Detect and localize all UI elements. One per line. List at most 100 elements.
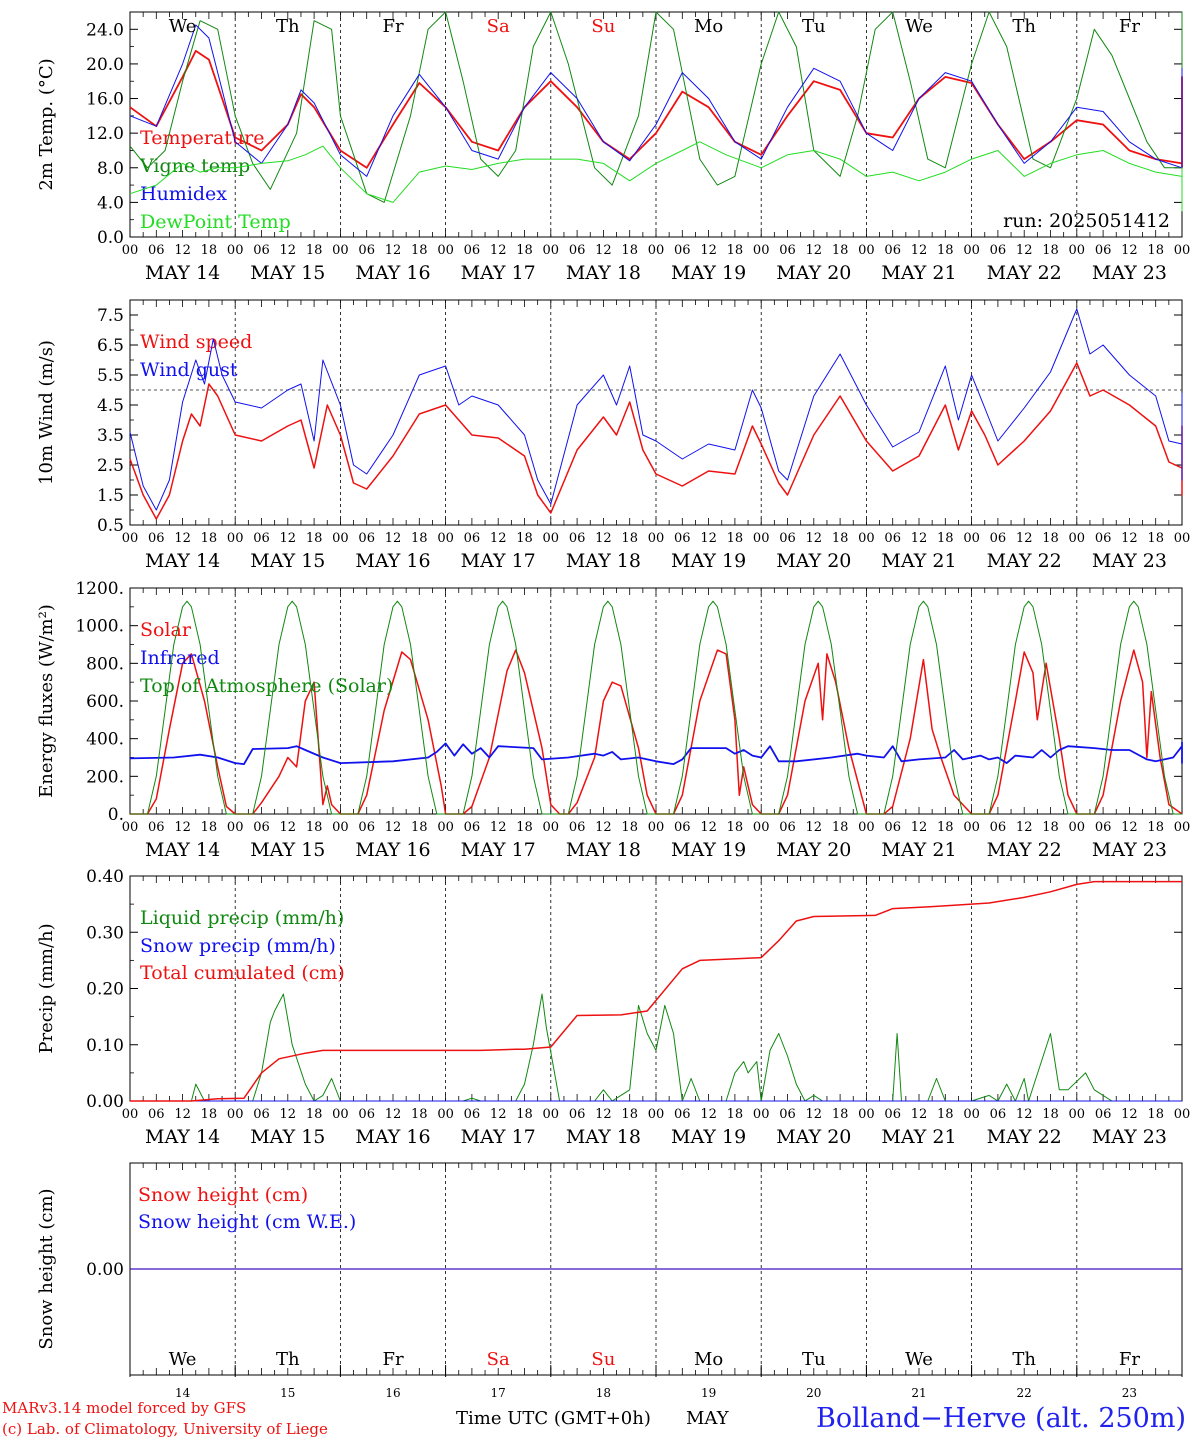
hour-tick-label: 06 [569,1107,586,1122]
hour-tick-label: 06 [990,820,1007,835]
hour-tick-label: 06 [464,820,481,835]
day-name: We [905,1349,933,1370]
hour-tick-label: 12 [174,1107,191,1122]
hour-tick-label: 12 [1121,531,1138,546]
hour-tick-label: 18 [727,243,744,258]
lab-credit: (c) Lab. of Climatology, University of L… [2,1420,328,1438]
hour-tick-label: 18 [832,1107,849,1122]
panel-1: 0.04.08.012.016.020.024.02m Temp. (°C) Te… [36,11,1190,284]
hour-tick-label: 06 [358,243,375,258]
hour-tick-label: 12 [490,531,507,546]
hour-tick-label: 06 [253,1107,270,1122]
hour-tick-label: 18 [621,820,638,835]
y-tick-label: 2.5 [97,456,124,476]
hour-tick-label: 00 [858,1107,875,1122]
hour-tick-label: 06 [253,531,270,546]
date-label: MAY 15 [250,839,325,861]
date-label: MAY 17 [461,550,536,572]
hour-tick-label: 18 [201,820,218,835]
hour-tick-label: 00 [858,243,875,258]
date-label: MAY 19 [671,839,746,861]
hour-tick-label: 18 [1042,531,1059,546]
hour-tick-label: 00 [648,1107,665,1122]
hour-tick-label: 00 [858,820,875,835]
hour-tick-label: 06 [148,1107,165,1122]
hour-tick-label: 00 [122,243,139,258]
hour-tick-label: 06 [1095,820,1112,835]
hour-tick-label: 12 [385,820,402,835]
series-line-vigne-temp [129,11,1183,203]
hour-tick-label: 00 [227,820,244,835]
hour-tick-label: 12 [280,1107,297,1122]
series-line-top-of-atmosphere-solar- [130,600,1182,815]
hour-tick-label: 06 [464,1107,481,1122]
hour-tick-label: 00 [437,531,454,546]
hour-tick-label: 12 [174,820,191,835]
hour-tick-label: 12 [911,243,928,258]
hour-tick-label: 00 [1174,820,1191,835]
hour-tick-label: 18 [411,243,428,258]
day-name: Tu [802,1349,826,1370]
date-label: MAY 18 [566,262,641,284]
y-tick-label: 12.0 [86,124,124,144]
legend-entry: Total cumulated (cm) [140,962,345,984]
hour-tick-label: 00 [332,243,349,258]
date-label: MAY 17 [461,262,536,284]
hour-tick-label: 06 [884,820,901,835]
time-axis-label: Time UTC (GMT+0h) [456,1408,651,1429]
hour-tick-label: 00 [963,1107,980,1122]
hour-tick-label: 18 [411,1107,428,1122]
hour-tick-label: 12 [806,820,823,835]
day-number: 18 [596,1386,611,1400]
hour-tick-label: 06 [148,243,165,258]
y-tick-label: 7.5 [97,306,124,326]
hour-tick-label: 12 [490,243,507,258]
date-label: MAY 20 [776,839,851,861]
date-label: MAY 15 [250,1126,325,1148]
hour-tick-label: 00 [437,243,454,258]
hour-tick-label: 06 [779,1107,796,1122]
y-tick-label: 5.5 [97,366,124,386]
hour-tick-label: 06 [674,1107,691,1122]
hour-tick-label: 00 [227,531,244,546]
hour-tick-label: 00 [227,1107,244,1122]
y-tick-label: 0.5 [97,516,124,536]
day-number: 23 [1122,1386,1137,1400]
date-label: MAY 15 [250,262,325,284]
date-label: MAY 19 [671,550,746,572]
hour-tick-label: 06 [148,820,165,835]
hour-tick-label: 06 [990,243,1007,258]
hour-tick-label: 18 [516,820,533,835]
legend-entry: Snow precip (mm/h) [140,935,336,957]
hour-tick-label: 18 [832,243,849,258]
hour-tick-label: 12 [806,243,823,258]
day-number: 22 [1017,1386,1032,1400]
y-tick-label: 0.0 [97,228,124,248]
hour-tick-label: 06 [1095,531,1112,546]
day-name: Fr [382,16,403,37]
y-tick-label: 0. [108,805,124,825]
date-label: MAY 18 [566,1126,641,1148]
hour-tick-label: 06 [569,243,586,258]
date-label: MAY 14 [145,839,220,861]
hour-tick-label: 06 [779,531,796,546]
hour-tick-label: 12 [1121,243,1138,258]
station-label: Bolland−Herve (alt. 250m) [816,1403,1186,1434]
y-tick-label: 0.00 [86,1092,124,1112]
hour-tick-label: 06 [464,243,481,258]
series-line-liquid-precip-mm-h- [130,993,1182,1102]
panel-2: 0.5 1.5 2.5 3.5 4.5 5.5 6.5 7.5 10m Wind (m/s) Wi… [36,299,1190,572]
hour-tick-label: 18 [1042,1107,1059,1122]
hour-tick-label: 06 [148,531,165,546]
series-line-infrared [129,741,1183,765]
y-tick-label: 0.00 [86,1260,124,1280]
hour-tick-label: 06 [990,1107,1007,1122]
day-name: Fr [382,1349,403,1370]
date-label: MAY 22 [987,262,1062,284]
legend-entry: Infrared [140,647,220,669]
hour-tick-label: 12 [700,1107,717,1122]
hour-tick-label: 00 [437,1107,454,1122]
hour-tick-label: 06 [1095,243,1112,258]
panel-3: 0. 200. 400. 600. 800. 1000. 1200. Energy fluxe… [36,579,1190,861]
hour-tick-label: 06 [674,820,691,835]
